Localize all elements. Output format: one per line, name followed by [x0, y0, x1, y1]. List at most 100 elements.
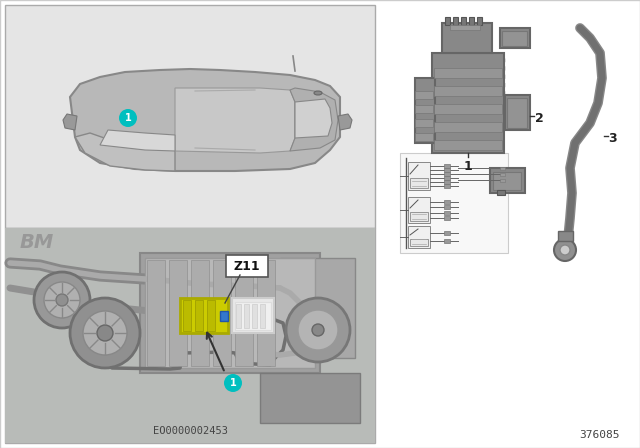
Bar [444, 176, 450, 180]
Bar [432, 53, 504, 153]
Bar [260, 373, 360, 423]
Bar [410, 239, 428, 246]
Bar [5, 228, 375, 443]
Bar [477, 17, 482, 25]
Bar [410, 178, 428, 188]
Bar [500, 28, 530, 48]
Bar [257, 260, 275, 366]
Bar [450, 25, 480, 30]
Bar [434, 140, 502, 150]
Bar [558, 231, 573, 241]
Bar [461, 17, 466, 25]
Bar [507, 98, 527, 128]
Text: 1: 1 [463, 160, 472, 173]
Circle shape [224, 374, 242, 392]
Circle shape [312, 324, 324, 336]
Polygon shape [75, 133, 175, 171]
Bar [434, 122, 502, 132]
Polygon shape [63, 114, 77, 130]
Bar [493, 172, 521, 190]
Circle shape [56, 294, 68, 306]
Circle shape [97, 325, 113, 341]
Bar [408, 162, 430, 190]
Bar [5, 228, 375, 443]
Bar [444, 239, 450, 243]
Bar [434, 86, 502, 96]
Bar [444, 164, 450, 168]
Text: 3: 3 [608, 132, 616, 145]
Bar [180, 298, 228, 333]
Text: 1: 1 [230, 378, 236, 388]
Text: Z11: Z11 [234, 259, 260, 272]
Bar [444, 172, 450, 176]
Bar [434, 68, 502, 78]
Circle shape [554, 239, 576, 261]
Bar [220, 311, 228, 321]
Bar [444, 180, 450, 184]
Bar [444, 231, 450, 235]
Bar [140, 253, 320, 373]
Bar [410, 212, 428, 221]
Bar [244, 304, 249, 328]
Bar [183, 300, 191, 331]
Bar [169, 260, 187, 366]
Text: BM: BM [20, 233, 54, 252]
Circle shape [298, 310, 338, 350]
Bar [400, 153, 508, 253]
Text: 1: 1 [125, 113, 131, 123]
Polygon shape [70, 69, 340, 171]
Bar [252, 304, 257, 328]
Bar [415, 78, 435, 143]
Text: EO0000002453: EO0000002453 [152, 426, 227, 436]
Polygon shape [100, 130, 175, 151]
Polygon shape [175, 88, 295, 153]
Polygon shape [338, 114, 352, 130]
Bar [500, 167, 505, 170]
Bar [442, 23, 492, 53]
Circle shape [34, 272, 90, 328]
Bar [408, 197, 430, 223]
Bar [497, 190, 505, 195]
Bar [444, 200, 450, 204]
Circle shape [119, 109, 137, 127]
Bar [444, 184, 450, 188]
Bar [5, 5, 375, 228]
Bar [415, 105, 433, 113]
Bar [195, 300, 203, 331]
Text: 376085: 376085 [579, 430, 620, 440]
Bar [453, 17, 458, 25]
Bar [280, 258, 355, 358]
Bar [500, 179, 505, 182]
Circle shape [83, 311, 127, 355]
Bar [145, 258, 315, 368]
Polygon shape [295, 99, 332, 138]
Bar [236, 304, 241, 328]
Text: 2: 2 [535, 112, 544, 125]
Circle shape [286, 298, 350, 362]
Circle shape [44, 282, 80, 318]
Polygon shape [290, 88, 338, 151]
Circle shape [560, 245, 570, 255]
Bar [490, 168, 525, 193]
Bar [500, 173, 505, 176]
Bar [469, 17, 474, 25]
Bar [235, 260, 253, 366]
Bar [213, 260, 231, 366]
Bar [444, 211, 450, 215]
Bar [505, 95, 530, 130]
Bar [415, 119, 433, 127]
Bar [502, 31, 527, 46]
Bar [415, 91, 433, 99]
FancyBboxPatch shape [226, 255, 268, 277]
Bar [191, 260, 209, 366]
Ellipse shape [314, 91, 322, 95]
Bar [408, 226, 430, 248]
Bar [434, 104, 502, 114]
Bar [147, 260, 165, 366]
Bar [444, 168, 450, 172]
Circle shape [70, 298, 140, 368]
Bar [207, 300, 215, 331]
Bar [235, 302, 271, 330]
Bar [260, 304, 265, 328]
Bar [232, 298, 274, 333]
